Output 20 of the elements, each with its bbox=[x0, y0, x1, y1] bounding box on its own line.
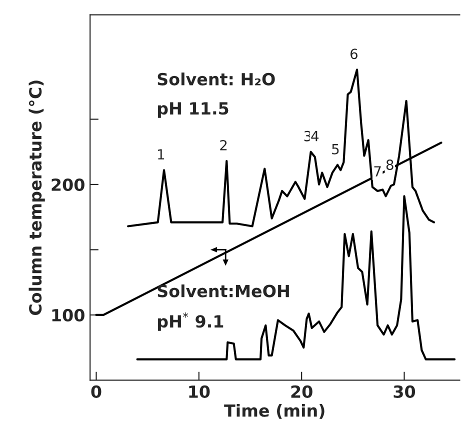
annotation: Solvent:MeOH bbox=[158, 284, 289, 298]
x-tick-label: 0 bbox=[91, 385, 102, 398]
annotation: 2 bbox=[220, 140, 227, 150]
y-tick-label: 200 bbox=[52, 178, 84, 192]
annotation: 6 bbox=[350, 48, 358, 60]
annotation: pH 11.5 bbox=[158, 102, 228, 118]
annotation: pH$^{*}$ 9.1 bbox=[158, 312, 224, 331]
annotation: 4 bbox=[311, 131, 319, 142]
x-axis-title: Time (min) bbox=[224, 404, 324, 419]
annotation: Solvent: H₂O bbox=[158, 72, 275, 86]
annotation: 8 bbox=[386, 160, 394, 170]
line-series bbox=[136, 195, 456, 360]
annotation: 7 bbox=[374, 166, 381, 176]
x-tick-label: 30 bbox=[394, 385, 416, 398]
y-tick-label: 100 bbox=[52, 308, 84, 322]
x-tick-label: 20 bbox=[291, 385, 312, 398]
annotation: 1 bbox=[158, 149, 164, 160]
x-tick-label: 10 bbox=[189, 385, 210, 398]
annotation: 5 bbox=[332, 144, 339, 154]
y-axis-title: Column temperature (°C) bbox=[28, 80, 45, 315]
